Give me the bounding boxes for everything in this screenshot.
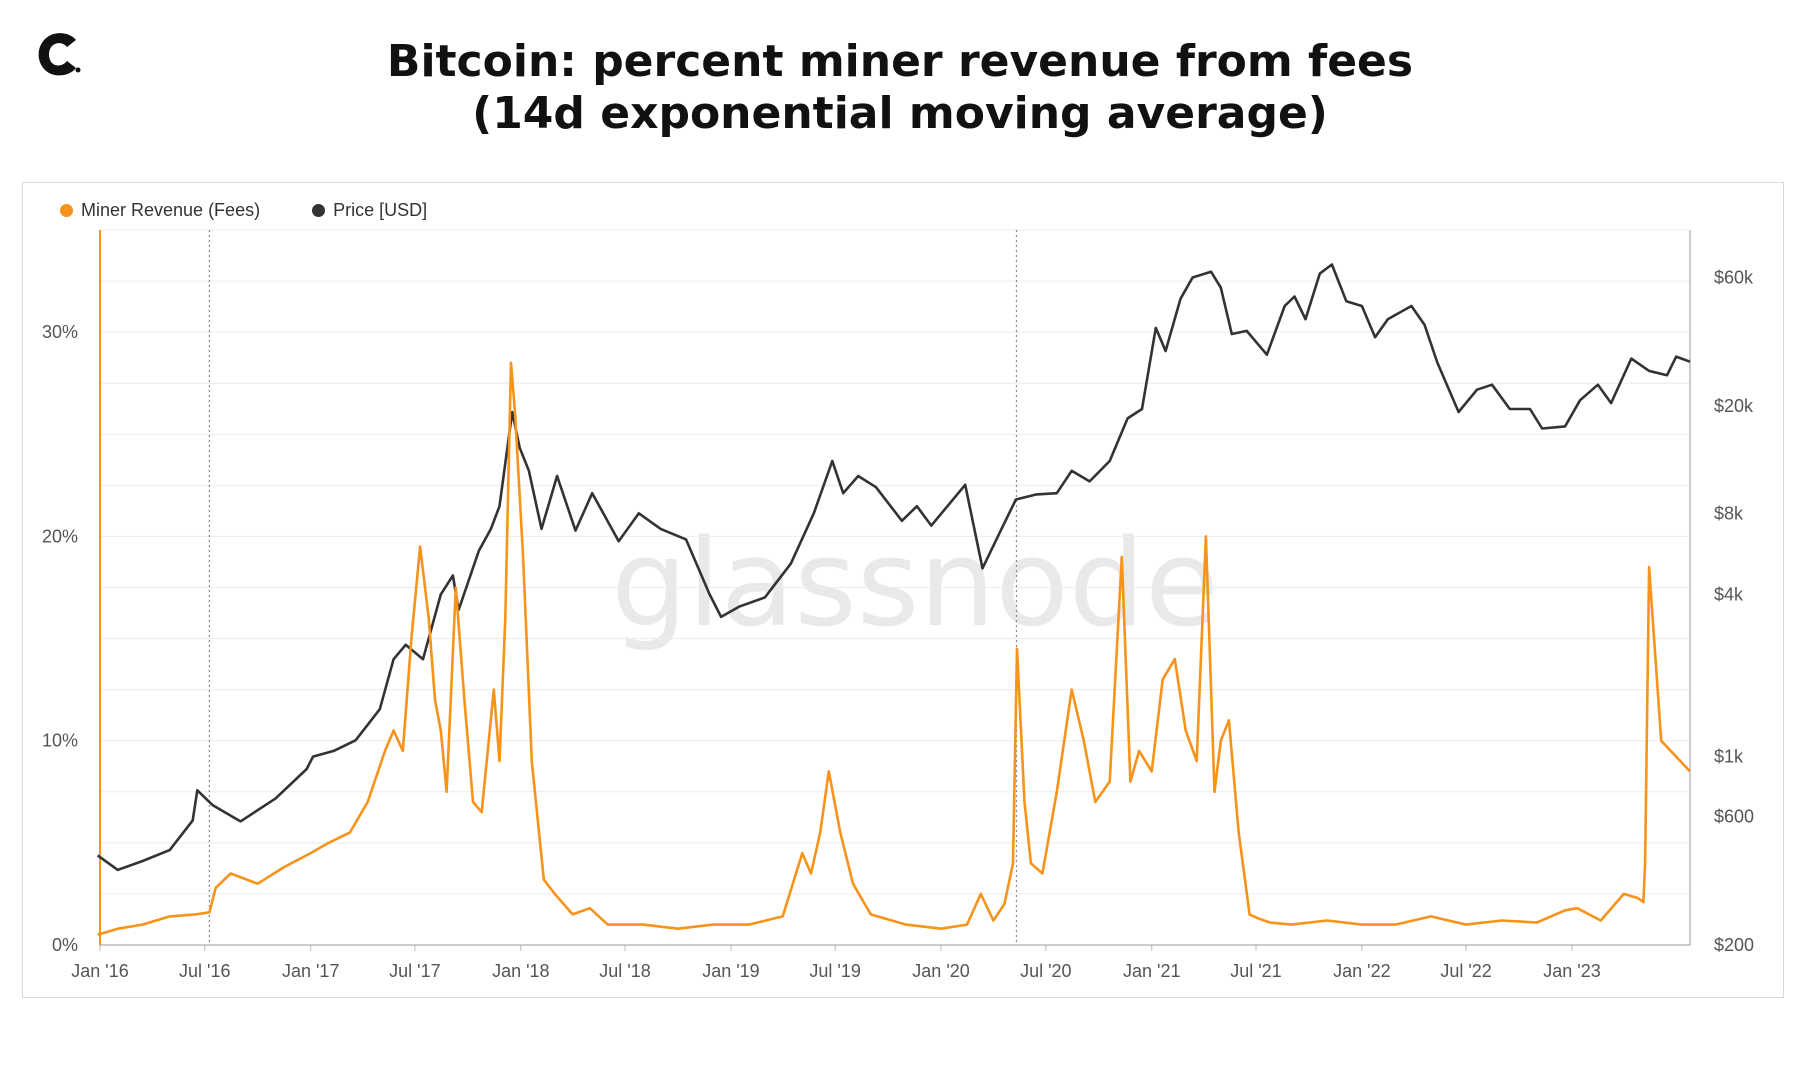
x-tick-label: Jan '23 [1543, 961, 1600, 981]
chart-frame [22, 182, 1784, 998]
legend-fees-swatch [60, 204, 73, 217]
y-right-tick-label: $20k [1714, 396, 1754, 416]
y-right-tick-label: $4k [1714, 584, 1744, 604]
title-line-1: Bitcoin: percent miner revenue from fees [386, 36, 1414, 87]
x-tick-label: Jul '18 [599, 961, 650, 981]
y-left-tick-label: 20% [42, 526, 78, 546]
chart-legend: Miner Revenue (Fees) Price [USD] [60, 200, 427, 221]
x-tick-label: Jul '21 [1230, 961, 1281, 981]
watermark-text: glassnode [611, 515, 1219, 654]
y-right-tick-label: $600 [1714, 806, 1754, 826]
x-tick-label: Jan '18 [492, 961, 549, 981]
x-tick-label: Jan '16 [71, 961, 128, 981]
legend-item-fees[interactable]: Miner Revenue (Fees) [60, 200, 260, 221]
x-tick-label: Jan '20 [912, 961, 969, 981]
x-tick-label: Jul '19 [809, 961, 860, 981]
y-right-tick-label: $8k [1714, 503, 1744, 523]
x-tick-label: Jul '22 [1440, 961, 1491, 981]
y-left-tick-label: 0% [52, 935, 78, 955]
x-tick-label: Jan '21 [1123, 961, 1180, 981]
brand-c-logo-icon [38, 33, 81, 76]
legend-price-swatch [312, 204, 326, 217]
page-title: Bitcoin: percent miner revenue from fees… [0, 36, 1800, 140]
legend-price-label: Price [USD] [333, 200, 428, 220]
x-tick-label: Jan '19 [702, 961, 759, 981]
y-right-tick-label: $1k [1714, 747, 1744, 767]
legend-item-price[interactable]: Price [USD] [312, 200, 427, 221]
y-left-tick-label: 10% [42, 731, 78, 751]
price-series-line [96, 263, 1691, 872]
x-tick-label: Jul '17 [389, 961, 440, 981]
x-tick-label: Jan '17 [282, 961, 339, 981]
x-tick-label: Jul '16 [179, 961, 230, 981]
title-line-2: (14d exponential moving average) [472, 88, 1328, 139]
x-tick-label: Jan '22 [1333, 961, 1390, 981]
y-left-tick-label: 30% [42, 322, 78, 342]
legend-fees-label: Miner Revenue (Fees) [81, 200, 261, 220]
y-right-tick-label: $60k [1714, 267, 1754, 287]
fees-series-line [97, 361, 1691, 937]
y-right-tick-label: $200 [1714, 935, 1754, 955]
x-tick-label: Jul '20 [1020, 961, 1071, 981]
brand-logo [32, 26, 88, 82]
